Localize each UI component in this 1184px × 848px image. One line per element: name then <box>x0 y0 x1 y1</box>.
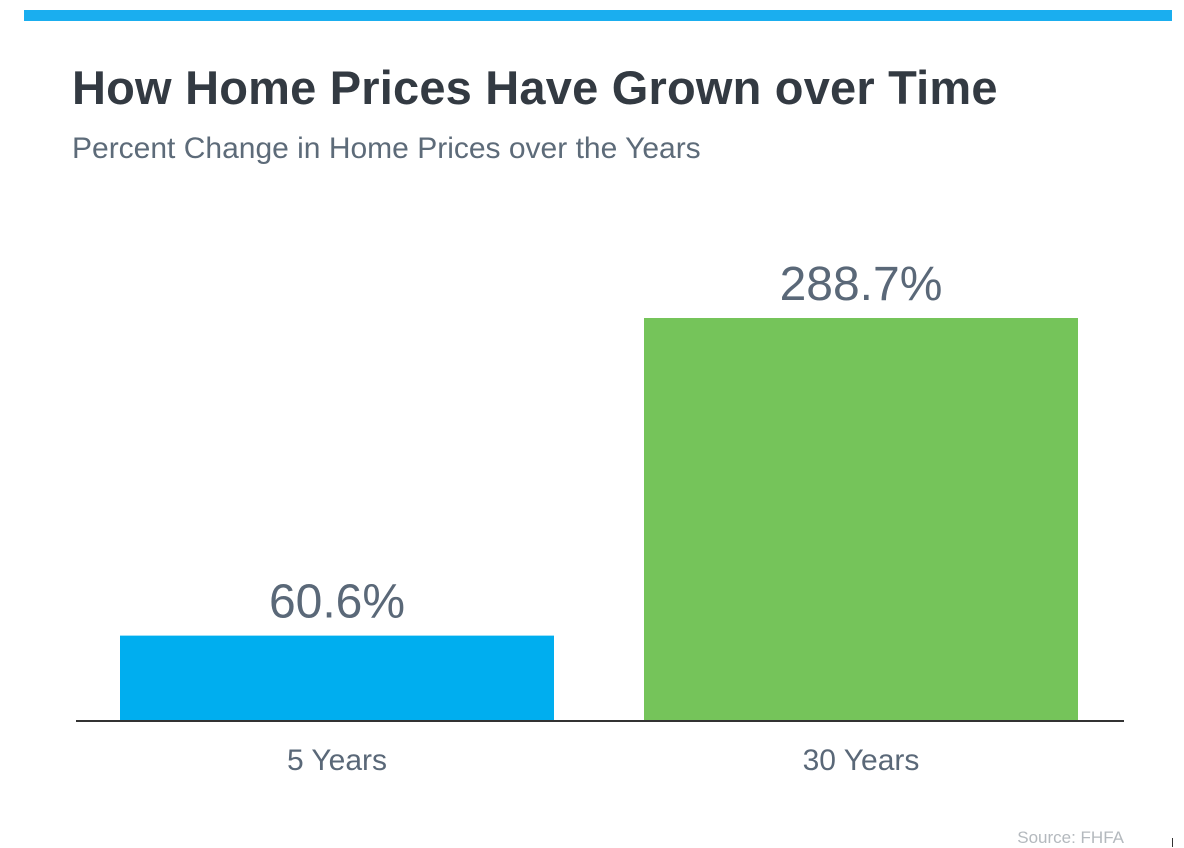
bar-5-years <box>120 635 554 720</box>
corner-mark <box>1172 838 1173 847</box>
category-label: 30 Years <box>803 744 920 777</box>
value-label: 60.6% <box>269 576 405 629</box>
top-accent-bar <box>24 10 1172 21</box>
bar-30-years <box>644 318 1078 720</box>
bars-group <box>120 318 1078 720</box>
source-note: Source: FHFA <box>1017 828 1124 847</box>
category-label: 5 Years <box>287 744 387 777</box>
labels-group: 60.6% 5 Years 288.7% 30 Years <box>269 258 942 777</box>
chart-title: How Home Prices Have Grown over Time <box>72 61 998 114</box>
chart-subtitle: Percent Change in Home Prices over the Y… <box>72 132 701 165</box>
value-label: 288.7% <box>780 258 943 311</box>
